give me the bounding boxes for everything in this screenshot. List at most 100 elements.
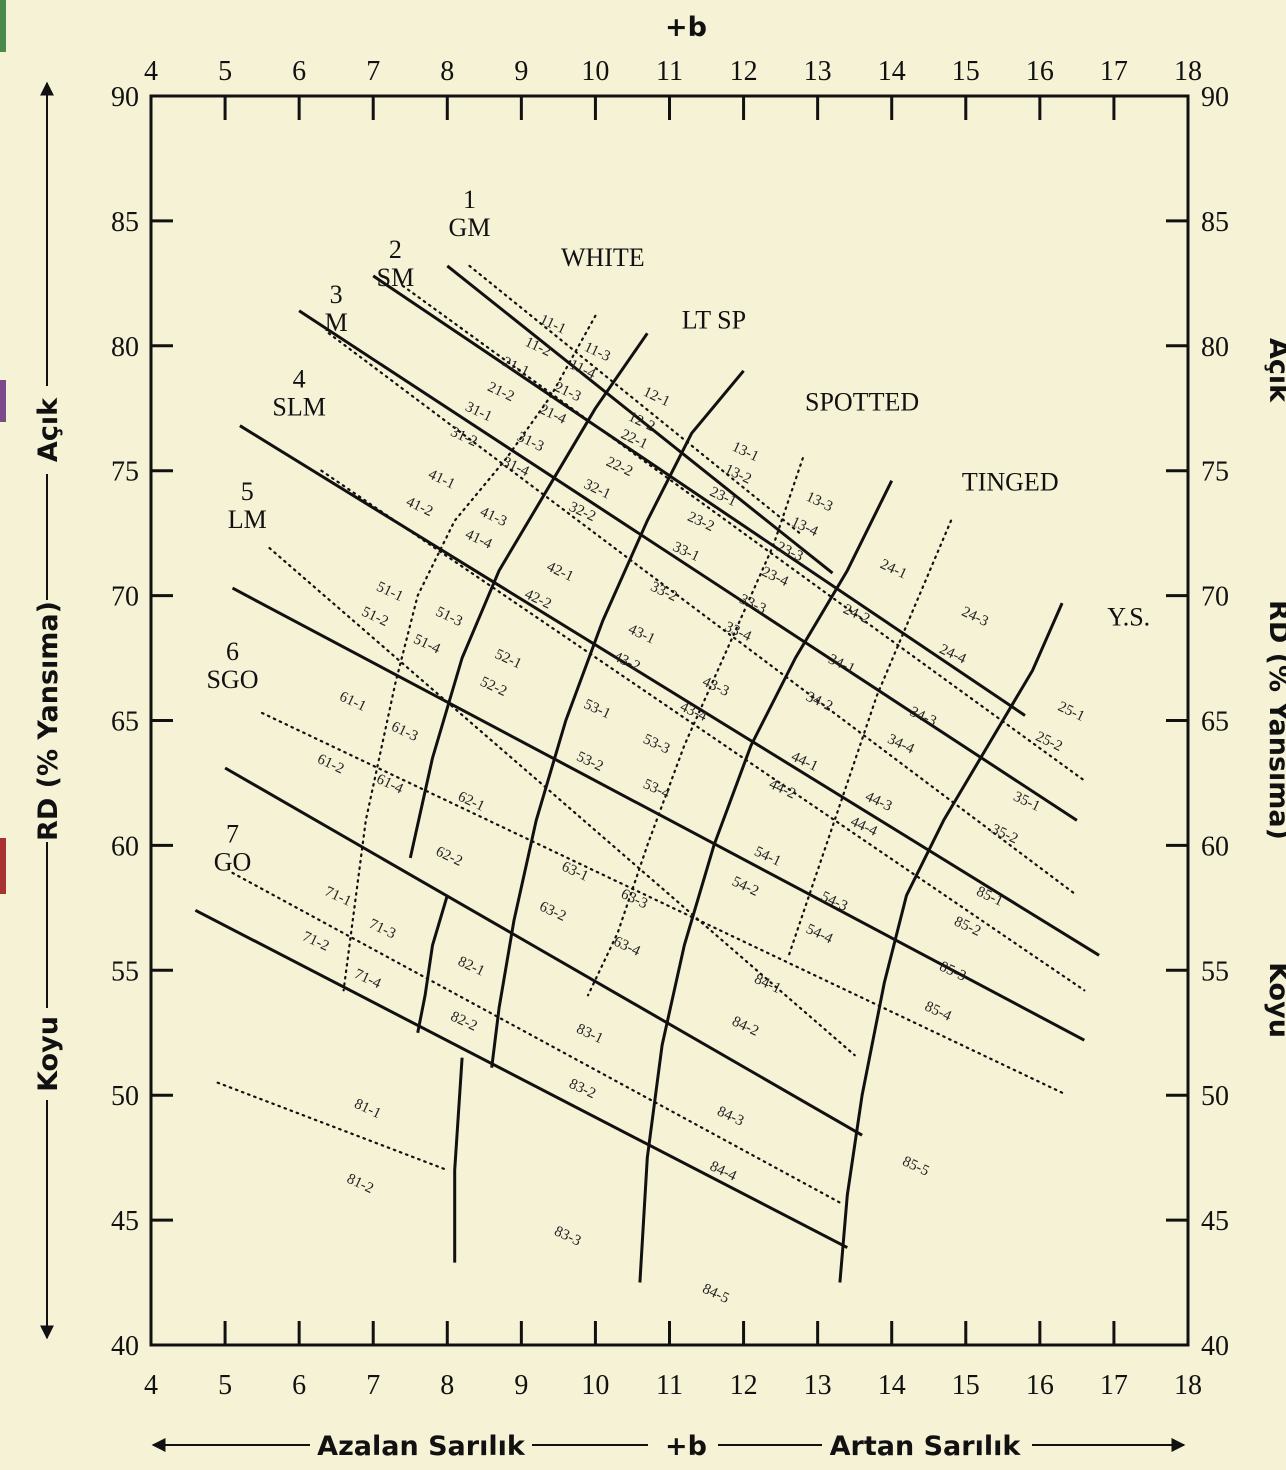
cell-label: 34-4 [885,731,917,757]
dotted-grade-line [468,264,804,537]
accent-bar-purple [0,380,6,422]
x-tick-label-top: 14 [878,56,906,87]
cell-label: 24-3 [959,604,991,630]
grade-number: 6 [226,637,239,666]
cell-label: 84-1 [752,971,784,997]
left-light-label: Açık [33,397,64,462]
cell-label: 13-4 [789,514,821,540]
y-tick-label-right: 40 [1201,1331,1229,1362]
cell-label: 71-2 [300,929,332,955]
cell-label: 81-1 [352,1096,384,1122]
cell-label: 71-4 [352,966,384,992]
bottom-center-label: +b [665,1431,707,1462]
cell-label: 71-1 [322,884,354,910]
x-tick-label-top: 12 [730,56,758,87]
cell-label: 13-1 [729,439,761,465]
cell-label: 83-1 [574,1021,606,1047]
cell-label: 52-1 [492,646,524,672]
cell-label: 43-4 [678,699,710,725]
cell-label: 51-4 [411,631,443,657]
x-tick-label-bottom: 8 [440,1370,454,1401]
cell-label: 63-1 [559,859,591,885]
x-tick-label-bottom: 11 [656,1370,683,1401]
cell-label: 52-2 [478,674,510,700]
y-tick-label-left: 45 [111,1206,139,1237]
grade-number: 4 [293,365,306,394]
cell-label: 61-3 [389,719,421,745]
solid-grade-line [224,766,863,1137]
y-tick-label-left: 65 [111,707,139,738]
dotted-grade-line [786,519,953,959]
color-region-label: LT SP [682,305,746,334]
dotted-grade-line [327,332,1079,897]
cell-label: 33-4 [722,619,754,645]
y-tick-label-left: 85 [111,207,139,238]
x-tick-label-bottom: 17 [1100,1370,1128,1401]
cell-label: 83-2 [566,1076,598,1102]
cell-label: 61-2 [315,751,347,777]
x-tick-label-top: 9 [514,56,528,87]
cell-label: 63-2 [537,899,569,925]
dotted-grade-line [231,871,842,1204]
cell-label: 11-4 [567,357,599,383]
accent-bar-red [0,838,6,894]
dotted-grade-line [216,1081,449,1172]
x-tick-label-bottom: 4 [144,1370,158,1401]
dotted-grade-line [342,314,597,992]
cell-label: 54-4 [803,921,835,947]
accent-bar-green [0,0,6,52]
cell-label: 23-3 [774,539,806,565]
grade-name: LM [228,505,267,534]
dotted-grade-line [401,284,1086,782]
x-tick-label-top: 16 [1026,56,1054,87]
cell-label: 12-1 [641,384,673,410]
cell-label: 51-2 [359,604,391,630]
cell-label: 31-3 [515,429,547,455]
x-tick-label-bottom: 13 [804,1370,832,1401]
color-region-label: SPOTTED [805,388,919,417]
cell-label: 85-1 [974,884,1006,910]
cell-label: 51-1 [374,579,406,605]
dotted-grade-line [320,469,1086,992]
cell-label: 11-1 [537,312,568,338]
cell-label: 63-4 [611,934,643,960]
cell-label: 23-4 [759,564,791,590]
solid-grade-line [490,369,745,1068]
y-tick-label-left: 50 [111,1081,139,1112]
x-tick-label-top: 4 [144,56,158,87]
grade-name: SGO [206,665,258,694]
cell-label: 35-1 [1011,789,1043,815]
grade-number: 3 [330,280,343,309]
cell-label: 34-2 [803,689,835,715]
right-light-label: Açık [1263,338,1286,403]
y-tick-label-right: 60 [1201,831,1229,862]
cell-label: 21-2 [485,379,517,405]
cell-label: 71-3 [366,916,398,942]
x-tick-label-top: 8 [440,56,454,87]
cell-label: 33-1 [670,539,702,565]
cell-label: 61-4 [374,771,406,797]
cell-label: 42-1 [544,559,576,585]
cell-label: 41-2 [404,494,436,520]
y-tick-label-left: 75 [111,457,139,488]
bottom-left-label: Azalan Sarılık [317,1431,526,1462]
cell-label: 31-2 [448,424,480,450]
solid-grade-line [239,424,1100,957]
x-tick-label-bottom: 10 [581,1370,609,1401]
y-tick-label-left: 40 [111,1331,139,1362]
cell-label: 61-1 [337,689,369,715]
y-tick-label-right: 50 [1201,1081,1229,1112]
y-tick-label-left: 55 [111,956,139,987]
cell-label: 85-5 [900,1153,932,1179]
y-tick-label-right: 65 [1201,707,1229,738]
cell-label: 84-3 [715,1103,747,1129]
axis-ticks: 4455667788991010111112121313141415151616… [111,56,1229,1401]
solid-grade-line [453,1057,464,1263]
x-tick-label-bottom: 16 [1026,1370,1054,1401]
solid-grade-line [638,480,894,1283]
cell-label: 11-2 [522,334,553,360]
cell-label: 53-3 [641,731,673,757]
color-region-label: Y.S. [1107,603,1150,632]
dotted-grade-line [268,546,856,1057]
cell-label: 62-1 [455,789,487,815]
